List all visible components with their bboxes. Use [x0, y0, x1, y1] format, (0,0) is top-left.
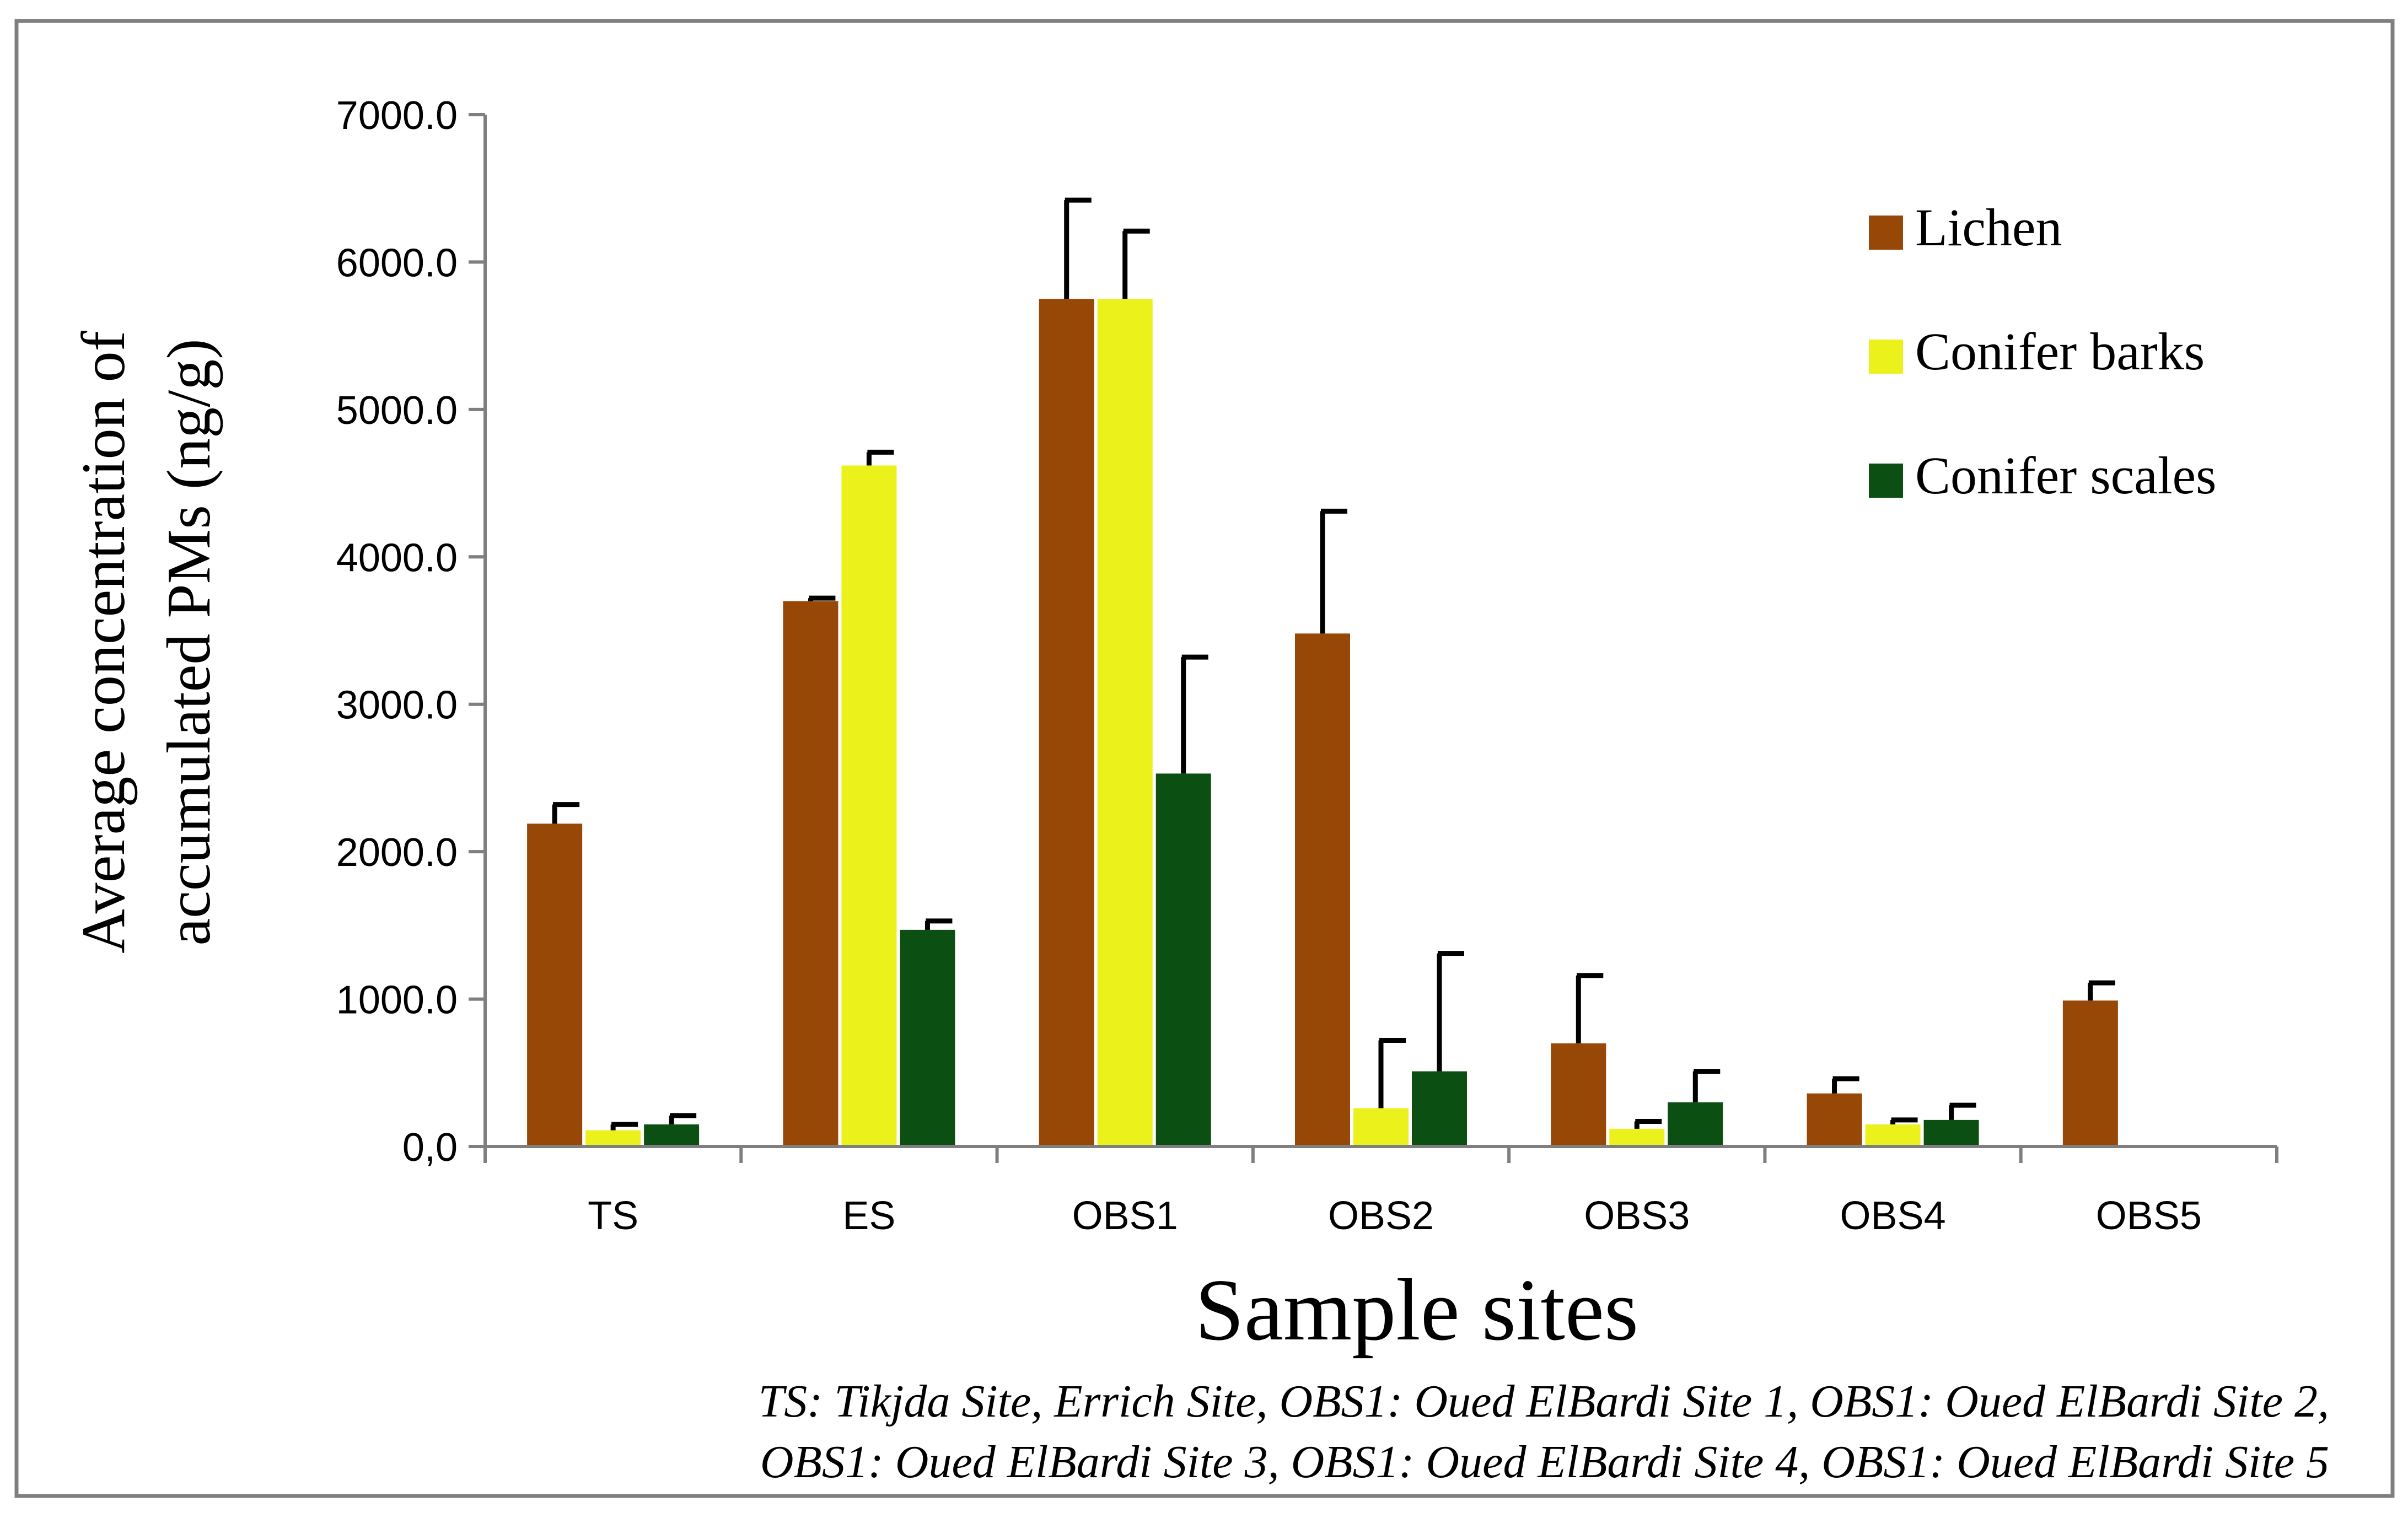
x-tick-label: OBS3	[1584, 1194, 1690, 1238]
plot-area	[527, 197, 2118, 1147]
bar	[1923, 1119, 1979, 1146]
bar	[900, 929, 955, 1146]
bar	[1412, 1071, 1467, 1146]
bar	[1039, 299, 1094, 1147]
legend-swatch	[1869, 464, 1903, 498]
x-axis-ticks: TS ES OBS1 OBS2 OBS3 OBS4 OBS5	[483, 1146, 2278, 1238]
legend-swatch	[1869, 216, 1903, 250]
y-tick-label: 3000.0	[336, 683, 458, 728]
bar	[2062, 1000, 2118, 1146]
bar	[1295, 633, 1350, 1146]
y-tick-label: 7000.0	[336, 94, 458, 138]
legend-swatch	[1869, 340, 1903, 374]
legend-label: Conifer barks	[1915, 322, 2205, 381]
legend: Lichen Conifer barks Conifer scales	[1869, 198, 2216, 505]
y-axis-label-line-1: Average concentration of	[69, 330, 138, 953]
bar	[1097, 299, 1153, 1147]
axes	[483, 115, 2277, 1148]
x-tick-label: OBS4	[1840, 1194, 1946, 1238]
figure-frame	[14, 19, 2395, 1498]
y-tick-label: 4000.0	[336, 536, 458, 580]
bar	[1155, 773, 1211, 1146]
y-tick-label: 0,0	[402, 1126, 458, 1170]
bar	[1609, 1128, 1665, 1146]
bar	[1551, 1043, 1606, 1146]
bar	[527, 823, 583, 1146]
x-tick-label: OBS5	[2096, 1194, 2202, 1238]
legend-label: Lichen	[1915, 198, 2062, 257]
footnote-line-2: OBS1: Oued ElBardi Site 3, OBS1: Oued El…	[760, 1436, 2329, 1488]
x-tick-label: TS	[588, 1194, 638, 1238]
legend-label: Conifer scales	[1915, 446, 2216, 505]
x-axis-label: Sample sites	[1195, 1261, 1638, 1359]
bar	[1865, 1124, 1921, 1146]
footnote-line-1: TS: Tikjda Site, Errich Site, OBS1: Oued…	[759, 1376, 2329, 1427]
y-tick-label: 2000.0	[336, 831, 458, 875]
bar	[1353, 1108, 1409, 1146]
y-axis-label: Average concentration of accumulated PMs…	[69, 330, 223, 953]
y-axis-label-line-2: accumulated PMs (ng/g)	[155, 338, 223, 945]
bar	[783, 601, 839, 1146]
bar	[644, 1124, 700, 1146]
y-tick-label: 1000.0	[336, 978, 458, 1022]
bar	[1668, 1102, 1723, 1146]
y-axis-ticks: 0,0 1000.0 2000.0 3000.0 4000.0 5000.0 6000.0 7…	[336, 94, 485, 1170]
bar	[1807, 1093, 1862, 1146]
y-tick-label: 6000.0	[336, 241, 458, 285]
x-tick-label: OBS1	[1072, 1194, 1178, 1238]
bar	[585, 1130, 641, 1146]
x-tick-label: ES	[842, 1194, 895, 1238]
bar	[841, 465, 897, 1146]
x-tick-label: OBS2	[1328, 1194, 1434, 1238]
y-tick-label: 5000.0	[336, 389, 458, 433]
